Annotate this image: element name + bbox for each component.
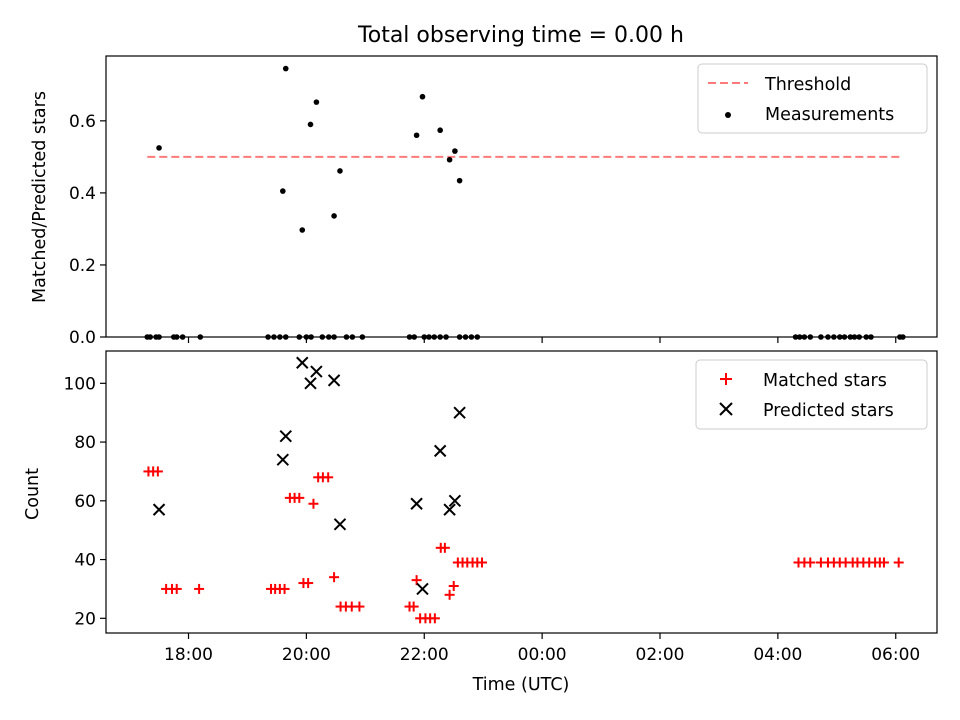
measurement-point xyxy=(307,121,314,128)
legend-matched-label: Matched stars xyxy=(763,371,887,391)
legend-predicted-swatch xyxy=(719,402,733,416)
chart-title: Total observing time = 0.00 h xyxy=(357,23,684,48)
xtick-label: 00:00 xyxy=(518,645,567,665)
predicted-star-point xyxy=(433,444,447,458)
measurement-point xyxy=(452,148,458,154)
legend-measurements-swatch xyxy=(725,112,731,118)
legend-predicted-label: Predicted stars xyxy=(763,401,894,421)
legend-threshold-label: Threshold xyxy=(764,75,851,95)
predicted-star-point xyxy=(416,582,429,596)
xtick-label: 02:00 xyxy=(636,645,685,665)
matched-star-point xyxy=(308,498,319,509)
bottom-plot-frame xyxy=(105,350,938,634)
ytick-label: 0.4 xyxy=(69,184,96,204)
predicted-star-point xyxy=(410,497,423,510)
matched-star-point xyxy=(303,578,314,589)
matched-star-point xyxy=(429,613,440,624)
matched-star-point xyxy=(878,557,889,568)
bottom-legend: Matched stars Predicted stars xyxy=(695,359,928,430)
legend-measurements-label: Measurements xyxy=(765,105,894,125)
predicted-star-point xyxy=(333,518,347,531)
predicted-star-point xyxy=(443,503,456,516)
ytick-label: 80 xyxy=(74,433,96,453)
predicted-star-point xyxy=(310,365,323,378)
ytick-label: 0.2 xyxy=(69,256,96,276)
predicted-star-point xyxy=(453,406,466,419)
top-legend: Threshold Measurements xyxy=(697,63,928,134)
xtick-label: 04:00 xyxy=(753,645,802,665)
matched-star-point xyxy=(171,583,182,594)
measurement-point xyxy=(299,227,306,233)
measurement-point xyxy=(280,188,286,194)
bottom-ylabel: Count xyxy=(23,468,43,520)
measurement-point xyxy=(419,93,426,100)
predicted-star-point xyxy=(304,377,317,390)
measurement-point xyxy=(282,65,289,72)
measurement-point xyxy=(446,156,453,163)
matched-star-point xyxy=(329,572,340,583)
matched-star-point xyxy=(279,583,290,594)
measurement-point xyxy=(456,177,463,184)
matched-star-point xyxy=(408,601,419,612)
predicted-star-point xyxy=(276,453,290,466)
measurement-point xyxy=(313,99,320,105)
top-plot-frame xyxy=(105,55,938,338)
matched-star-point xyxy=(805,557,816,568)
xtick-label: 18:00 xyxy=(164,645,213,665)
matched-star-point xyxy=(294,492,305,503)
ytick-label: 0.0 xyxy=(69,328,96,348)
xtick-label: 06:00 xyxy=(871,645,920,665)
matched-star-point xyxy=(323,472,334,483)
xtick-label: 22:00 xyxy=(400,645,449,665)
legend-matched-swatch xyxy=(720,373,732,385)
measurement-point xyxy=(337,168,343,174)
ytick-label: 100 xyxy=(64,374,96,394)
matched-star-point xyxy=(439,542,450,553)
matched-star-point xyxy=(152,466,163,477)
matched-star-point xyxy=(354,601,365,612)
top-ylabel: Matched/Predicted stars xyxy=(30,91,50,303)
measurement-point xyxy=(331,213,337,219)
ytick-label: 20 xyxy=(74,609,96,629)
bottom-xlabel: Time (UTC) xyxy=(472,675,570,695)
ytick-label: 60 xyxy=(74,492,96,512)
measurement-point xyxy=(156,145,162,151)
predicted-star-point xyxy=(279,429,292,443)
ytick-label: 40 xyxy=(74,551,96,571)
xtick-label: 20:00 xyxy=(282,645,331,665)
top-panel: 0.0 0.2 0.4 0.6 Matched/Predicted stars Thr… xyxy=(30,55,938,348)
measurement-point xyxy=(437,127,443,134)
ytick-label: 0.6 xyxy=(69,112,96,132)
predicted-star-point xyxy=(296,356,309,369)
matched-star-point xyxy=(448,581,459,591)
predicted-star-point xyxy=(327,374,341,387)
matched-star-point xyxy=(194,583,205,594)
predicted-star-point xyxy=(152,503,166,516)
matched-star-point xyxy=(477,557,488,568)
measurement-point xyxy=(413,132,420,139)
matched-star-point xyxy=(444,589,455,600)
matched-star-point xyxy=(411,575,422,586)
predicted-star-point xyxy=(448,494,462,508)
bottom-panel: 20 40 60 80 100 18:00 20:00 22:00 00:00 02:00 04:… xyxy=(23,350,938,695)
matched-star-point xyxy=(893,557,904,568)
